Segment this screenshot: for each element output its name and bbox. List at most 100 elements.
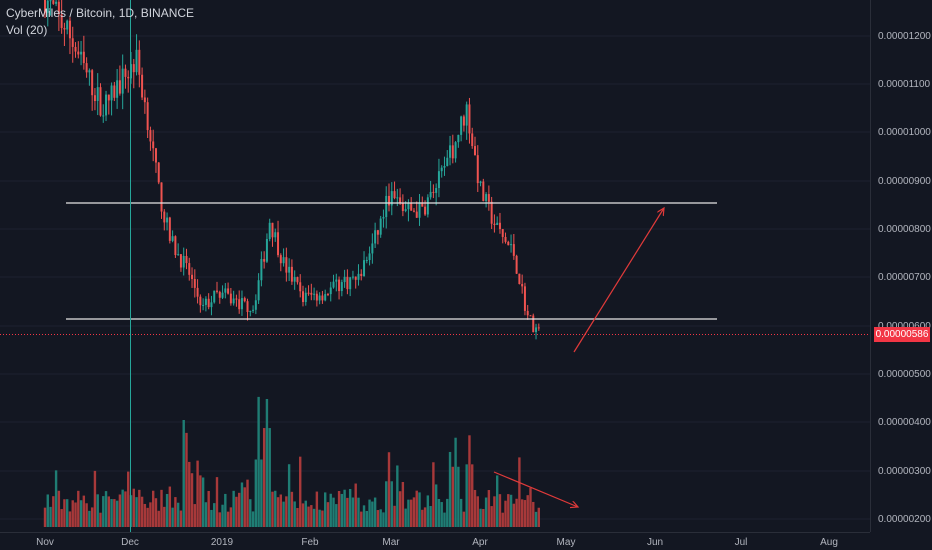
candle-body: [185, 255, 188, 264]
volume-bar: [207, 490, 210, 527]
volume-bar: [113, 499, 116, 527]
candle-body: [501, 229, 504, 237]
candle-body: [418, 202, 421, 218]
volume-bar: [401, 482, 405, 527]
price-tick-label: 0.00000500: [878, 369, 931, 380]
price-tick-label: 0.00000700: [878, 272, 931, 283]
volume-bar: [329, 493, 332, 527]
candle-body: [307, 292, 310, 294]
candle-body: [415, 211, 418, 218]
volume-bar: [85, 503, 88, 527]
volume-bar: [534, 511, 538, 527]
candle-body: [293, 277, 296, 282]
volume-bar: [146, 507, 149, 527]
volume-bar: [77, 490, 80, 527]
time-tick-label: Apr: [472, 537, 488, 548]
volume-bar: [52, 496, 55, 527]
volume-bar: [526, 495, 529, 527]
volume-bar: [337, 490, 341, 527]
volume-bar: [379, 509, 382, 527]
volume-bar: [468, 435, 471, 527]
candle-body: [332, 281, 335, 288]
candle-body: [66, 20, 69, 30]
volume-bar: [312, 508, 316, 527]
price-axis[interactable]: 0.00001200 0.00001100 0.00001000 0.00000…: [878, 31, 931, 525]
volume-bar: [462, 511, 466, 527]
candle-body: [93, 95, 96, 102]
volume-bar: [135, 497, 138, 527]
volume-bar: [360, 511, 363, 527]
candle-body: [113, 85, 116, 98]
candle-body: [96, 87, 99, 102]
candle-body: [263, 259, 266, 262]
candle-body: [254, 300, 257, 310]
volume-bar: [423, 507, 427, 527]
volume-bar: [348, 489, 352, 527]
volume-bar: [199, 475, 202, 527]
volume-bar: [82, 495, 86, 527]
candle-body: [135, 49, 138, 73]
volume-bar: [371, 501, 374, 527]
candle-body: [465, 104, 468, 126]
candle-body: [412, 210, 415, 212]
candle-body: [523, 286, 526, 311]
volume-bar: [473, 489, 477, 527]
bullish-arrow[interactable]: [573, 208, 664, 353]
volume-bar: [74, 502, 77, 527]
candle-body: [471, 133, 474, 147]
volume-bar: [296, 508, 299, 527]
candle-body: [152, 141, 155, 149]
volume-bar: [498, 494, 502, 527]
volume-bar: [60, 509, 63, 527]
candle-body: [318, 295, 321, 301]
candle-body: [485, 194, 488, 201]
volume-bar: [63, 499, 66, 527]
candle-body: [351, 276, 354, 278]
candle-body: [299, 282, 302, 292]
candle-body: [521, 284, 524, 287]
volume-bar: [454, 437, 457, 527]
candle-body: [474, 146, 476, 156]
candle-body: [246, 301, 249, 313]
volume-bar: [343, 489, 346, 527]
volume-bar: [440, 502, 443, 527]
volume-bar: [437, 498, 441, 527]
volume-bar: [434, 484, 438, 527]
volume-bar: [57, 490, 61, 527]
volume-bar: [457, 466, 460, 527]
volume-bar: [448, 451, 452, 527]
time-tick-label: Feb: [301, 537, 319, 548]
candle-body: [102, 115, 105, 117]
candle-body: [526, 310, 529, 316]
candle-body: [157, 162, 160, 183]
volume-bar: [493, 496, 496, 527]
symbol-title[interactable]: CyberMiles / Bitcoin, 1D, BINANCE: [6, 6, 195, 20]
volume-bar: [299, 456, 302, 527]
candle-body: [451, 145, 454, 159]
candle-body: [421, 202, 424, 207]
volume-bar: [127, 471, 130, 527]
candle-body: [166, 217, 169, 223]
price-tick-label: 0.00001100: [878, 79, 931, 90]
candle-body: [460, 116, 463, 135]
volume-bar: [301, 503, 305, 527]
candle-body: [174, 236, 177, 256]
candle-body: [385, 195, 388, 218]
candle-body: [462, 116, 465, 126]
volume-bar: [376, 510, 380, 527]
volume-decline-arrow[interactable]: [493, 471, 578, 507]
volume-bar: [446, 498, 449, 527]
price-tick-label: 0.00001200: [878, 31, 931, 42]
candle-body: [512, 244, 515, 256]
volume-bar: [362, 505, 366, 527]
time-axis[interactable]: Nov Dec 2019 Feb Mar Apr May Jun Jul Aug: [36, 537, 838, 548]
volume-indicator-label[interactable]: Vol (20): [6, 23, 48, 37]
candle-body: [313, 293, 316, 295]
volume-bar: [507, 494, 510, 527]
candle-body: [257, 280, 260, 301]
candle-body: [235, 298, 238, 300]
candle-body: [498, 222, 501, 230]
volume-bar: [285, 496, 288, 527]
volume-bar: [310, 505, 313, 527]
